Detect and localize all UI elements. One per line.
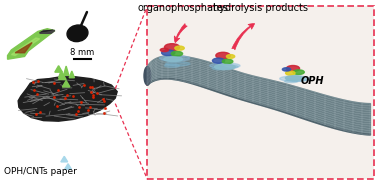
Ellipse shape — [226, 55, 235, 58]
Polygon shape — [15, 43, 32, 53]
Text: OPH: OPH — [301, 76, 324, 86]
Ellipse shape — [284, 80, 298, 83]
Ellipse shape — [282, 68, 291, 71]
Ellipse shape — [287, 65, 300, 71]
Text: OPH/CNTs paper: OPH/CNTs paper — [4, 167, 77, 176]
Ellipse shape — [214, 64, 235, 70]
Polygon shape — [65, 164, 71, 169]
Polygon shape — [59, 70, 64, 78]
Ellipse shape — [216, 52, 230, 59]
Ellipse shape — [164, 57, 183, 62]
Polygon shape — [64, 66, 69, 75]
Ellipse shape — [293, 70, 304, 75]
Ellipse shape — [160, 56, 190, 61]
Polygon shape — [18, 77, 117, 121]
Ellipse shape — [212, 67, 226, 70]
Polygon shape — [69, 71, 74, 78]
Text: hydrolysis products: hydrolysis products — [213, 3, 308, 13]
Ellipse shape — [222, 59, 233, 64]
Ellipse shape — [171, 51, 183, 56]
Text: organophosphates: organophosphates — [138, 3, 229, 13]
Polygon shape — [8, 29, 55, 59]
Ellipse shape — [166, 62, 190, 66]
Polygon shape — [62, 80, 70, 87]
Ellipse shape — [164, 44, 180, 51]
Polygon shape — [55, 66, 62, 72]
Ellipse shape — [286, 71, 295, 75]
Ellipse shape — [287, 78, 307, 81]
Ellipse shape — [162, 50, 175, 56]
Polygon shape — [147, 56, 370, 135]
Polygon shape — [11, 38, 40, 56]
Ellipse shape — [212, 58, 225, 63]
Polygon shape — [61, 156, 68, 162]
Polygon shape — [59, 73, 66, 80]
Ellipse shape — [144, 67, 151, 85]
Bar — [147, 6, 374, 179]
Ellipse shape — [67, 25, 88, 42]
Ellipse shape — [280, 76, 310, 81]
Polygon shape — [147, 78, 370, 135]
Polygon shape — [40, 31, 55, 33]
Ellipse shape — [164, 64, 180, 67]
Text: 8 mm: 8 mm — [70, 48, 94, 57]
Ellipse shape — [175, 46, 184, 50]
Ellipse shape — [215, 65, 238, 68]
Ellipse shape — [285, 76, 304, 80]
Ellipse shape — [160, 48, 169, 52]
Ellipse shape — [210, 63, 240, 68]
